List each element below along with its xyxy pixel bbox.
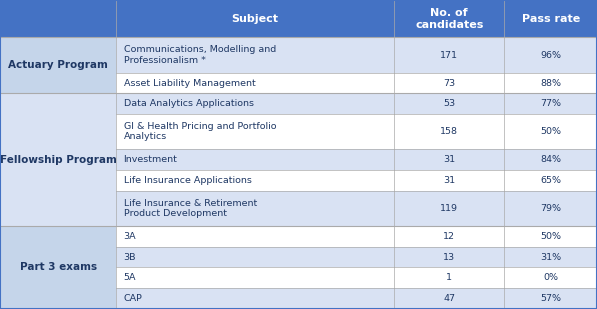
Text: No. of
candidates: No. of candidates [415, 8, 484, 30]
Bar [394, 247, 504, 268]
Text: Pass rate: Pass rate [522, 14, 580, 24]
Bar [116, 268, 394, 288]
Text: GI & Health Pricing and Portfolio
Analytics: GI & Health Pricing and Portfolio Analyt… [124, 122, 276, 142]
Bar [394, 226, 504, 247]
Bar [116, 170, 394, 191]
Text: 73: 73 [443, 78, 456, 87]
Text: 0%: 0% [543, 273, 558, 282]
Text: Asset Liability Management: Asset Liability Management [124, 78, 256, 87]
Bar [394, 268, 504, 288]
Bar [504, 93, 597, 114]
Bar [116, 114, 394, 149]
Text: Fellowship Program: Fellowship Program [0, 155, 116, 165]
Bar [504, 170, 597, 191]
Text: Life Insurance & Retirement
Product Development: Life Insurance & Retirement Product Deve… [124, 199, 257, 218]
Text: 12: 12 [443, 232, 456, 241]
Text: 79%: 79% [540, 204, 561, 213]
Text: 3B: 3B [124, 253, 136, 262]
Text: 31: 31 [443, 155, 456, 164]
Bar [504, 268, 597, 288]
Bar [504, 288, 597, 309]
Text: 31%: 31% [540, 253, 561, 262]
Bar [504, 226, 597, 247]
Text: 57%: 57% [540, 294, 561, 303]
Bar [504, 73, 597, 93]
Bar [504, 114, 597, 149]
Text: Life Insurance Applications: Life Insurance Applications [124, 176, 251, 185]
Text: 65%: 65% [540, 176, 561, 185]
Text: 3A: 3A [124, 232, 136, 241]
Bar [504, 247, 597, 268]
Bar [394, 288, 504, 309]
Text: 158: 158 [440, 127, 458, 136]
Text: Data Analytics Applications: Data Analytics Applications [124, 99, 254, 108]
Text: 50%: 50% [540, 232, 561, 241]
Text: 50%: 50% [540, 127, 561, 136]
Bar [0, 93, 116, 226]
Bar [504, 191, 597, 226]
Text: Actuary Program: Actuary Program [8, 61, 108, 70]
Text: 88%: 88% [540, 78, 561, 87]
Text: Subject: Subject [232, 14, 279, 24]
Bar [116, 226, 394, 247]
Text: 13: 13 [443, 253, 456, 262]
Bar [394, 114, 504, 149]
Text: 5A: 5A [124, 273, 136, 282]
Text: 31: 31 [443, 176, 456, 185]
Text: Communications, Modelling and
Professionalism *: Communications, Modelling and Profession… [124, 45, 276, 65]
Text: 47: 47 [443, 294, 456, 303]
Bar [0, 226, 116, 309]
Text: 119: 119 [440, 204, 458, 213]
Text: 1: 1 [446, 273, 453, 282]
Bar [0, 0, 597, 37]
Text: 84%: 84% [540, 155, 561, 164]
Bar [394, 73, 504, 93]
Bar [116, 288, 394, 309]
Text: CAP: CAP [124, 294, 143, 303]
Text: 53: 53 [443, 99, 456, 108]
Bar [116, 247, 394, 268]
Bar [394, 170, 504, 191]
Text: Investment: Investment [124, 155, 177, 164]
Bar [116, 149, 394, 170]
Text: 96%: 96% [540, 51, 561, 60]
Bar [116, 73, 394, 93]
Text: 171: 171 [440, 51, 458, 60]
Bar [0, 37, 116, 93]
Text: Part 3 exams: Part 3 exams [20, 262, 97, 273]
Bar [116, 37, 394, 73]
Bar [394, 149, 504, 170]
Bar [116, 191, 394, 226]
Bar [394, 37, 504, 73]
Bar [394, 93, 504, 114]
Bar [504, 149, 597, 170]
Bar [394, 191, 504, 226]
Text: 77%: 77% [540, 99, 561, 108]
Bar [116, 93, 394, 114]
Bar [504, 37, 597, 73]
